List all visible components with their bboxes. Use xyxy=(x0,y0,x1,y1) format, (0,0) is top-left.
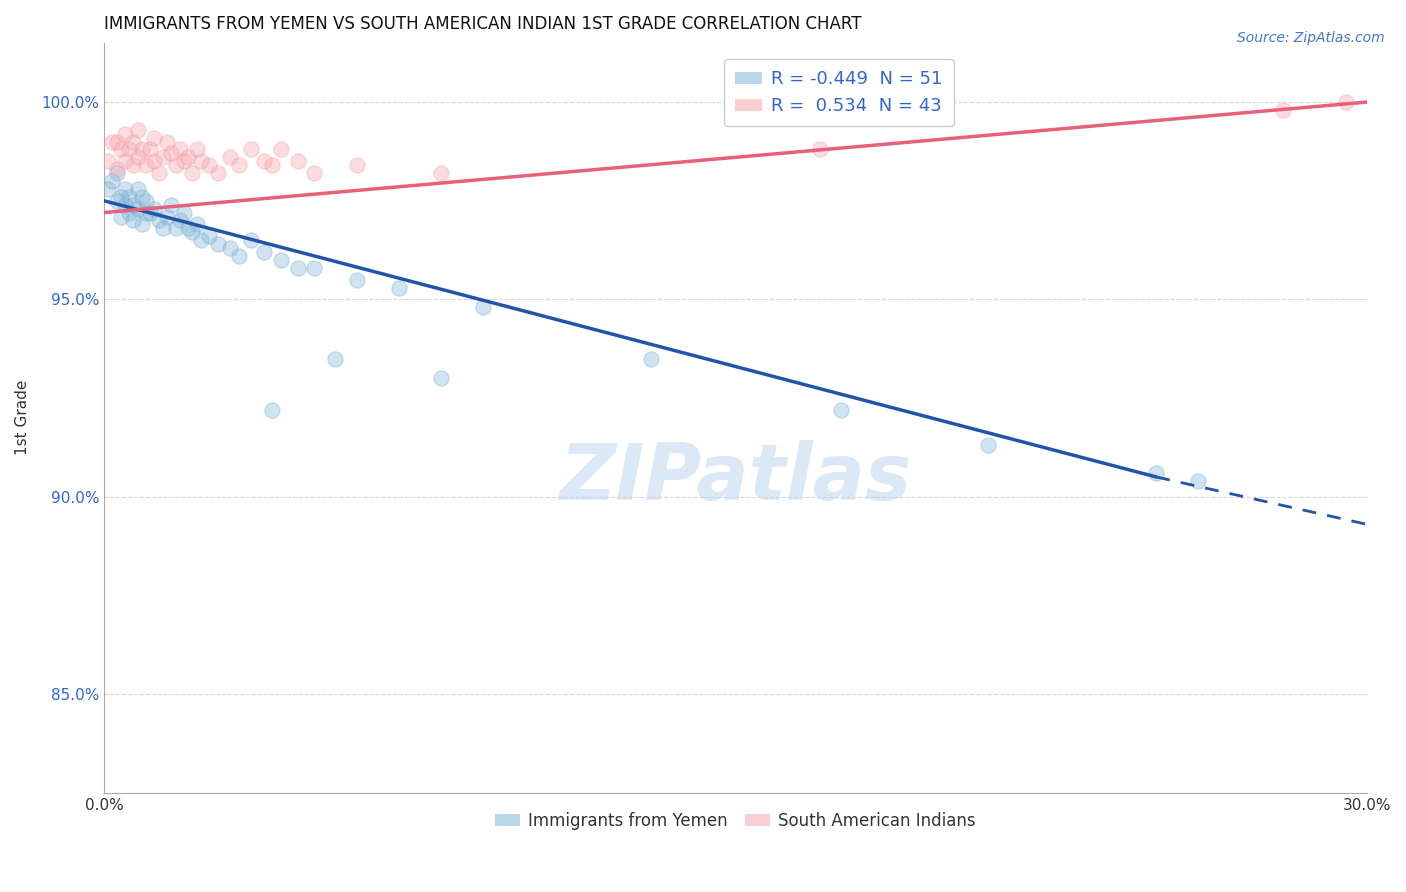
Point xyxy=(1187,474,1209,488)
Point xyxy=(304,260,326,275)
Point xyxy=(101,174,124,188)
Point xyxy=(127,182,149,196)
Point xyxy=(122,135,145,149)
Point xyxy=(186,143,208,157)
Point xyxy=(105,162,128,177)
Point xyxy=(156,135,179,149)
Text: ZIPatlas: ZIPatlas xyxy=(560,440,911,516)
Point xyxy=(152,221,174,235)
Legend: Immigrants from Yemen, South American Indians: Immigrants from Yemen, South American In… xyxy=(488,805,983,837)
Point xyxy=(160,197,183,211)
Point xyxy=(1334,95,1357,109)
Point xyxy=(143,202,166,216)
Point xyxy=(139,205,162,219)
Y-axis label: 1st Grade: 1st Grade xyxy=(15,380,30,456)
Point xyxy=(240,233,263,247)
Point xyxy=(262,158,284,172)
Point xyxy=(127,150,149,164)
Point xyxy=(165,158,187,172)
Point xyxy=(429,166,451,180)
Point xyxy=(169,143,191,157)
Point xyxy=(118,143,141,157)
Point xyxy=(135,205,157,219)
Point xyxy=(190,154,212,169)
Point xyxy=(219,241,242,255)
Point xyxy=(228,249,250,263)
Point xyxy=(228,158,250,172)
Point xyxy=(135,194,157,208)
Point xyxy=(148,166,170,180)
Point xyxy=(207,237,229,252)
Point xyxy=(101,135,124,149)
Point xyxy=(127,202,149,216)
Point xyxy=(977,438,1000,452)
Point xyxy=(160,146,183,161)
Point xyxy=(122,213,145,227)
Point xyxy=(1144,466,1167,480)
Point xyxy=(97,182,120,196)
Point xyxy=(177,150,200,164)
Point xyxy=(830,403,852,417)
Point xyxy=(173,205,195,219)
Point xyxy=(253,245,276,260)
Point xyxy=(114,197,136,211)
Point xyxy=(304,166,326,180)
Point xyxy=(186,218,208,232)
Point xyxy=(131,190,153,204)
Point xyxy=(471,300,494,314)
Point xyxy=(640,351,662,366)
Point xyxy=(127,122,149,136)
Point xyxy=(114,127,136,141)
Point xyxy=(97,154,120,169)
Point xyxy=(114,154,136,169)
Point xyxy=(190,233,212,247)
Point xyxy=(207,166,229,180)
Point xyxy=(388,280,411,294)
Point xyxy=(1271,103,1294,117)
Point xyxy=(131,218,153,232)
Point xyxy=(346,273,368,287)
Point xyxy=(122,197,145,211)
Point xyxy=(110,210,132,224)
Point xyxy=(240,143,263,157)
Point xyxy=(181,225,204,239)
Point xyxy=(110,143,132,157)
Point xyxy=(165,221,187,235)
Point xyxy=(143,154,166,169)
Point xyxy=(131,143,153,157)
Point xyxy=(122,158,145,172)
Point xyxy=(253,154,276,169)
Point xyxy=(287,260,309,275)
Point xyxy=(270,252,292,267)
Point xyxy=(156,210,179,224)
Point xyxy=(270,143,292,157)
Point xyxy=(148,213,170,227)
Point xyxy=(105,166,128,180)
Point xyxy=(105,194,128,208)
Point xyxy=(152,150,174,164)
Point xyxy=(114,182,136,196)
Point xyxy=(173,154,195,169)
Point xyxy=(110,190,132,204)
Text: Source: ZipAtlas.com: Source: ZipAtlas.com xyxy=(1237,31,1385,45)
Point xyxy=(181,166,204,180)
Point xyxy=(808,143,831,157)
Point xyxy=(143,130,166,145)
Point xyxy=(118,190,141,204)
Point xyxy=(135,158,157,172)
Point xyxy=(139,143,162,157)
Point xyxy=(346,158,368,172)
Point xyxy=(198,158,221,172)
Text: IMMIGRANTS FROM YEMEN VS SOUTH AMERICAN INDIAN 1ST GRADE CORRELATION CHART: IMMIGRANTS FROM YEMEN VS SOUTH AMERICAN … xyxy=(104,15,862,33)
Point xyxy=(198,229,221,244)
Point xyxy=(169,213,191,227)
Point xyxy=(177,221,200,235)
Point xyxy=(219,150,242,164)
Point xyxy=(325,351,347,366)
Point xyxy=(118,205,141,219)
Point xyxy=(429,371,451,385)
Point xyxy=(287,154,309,169)
Point xyxy=(262,403,284,417)
Point xyxy=(105,135,128,149)
